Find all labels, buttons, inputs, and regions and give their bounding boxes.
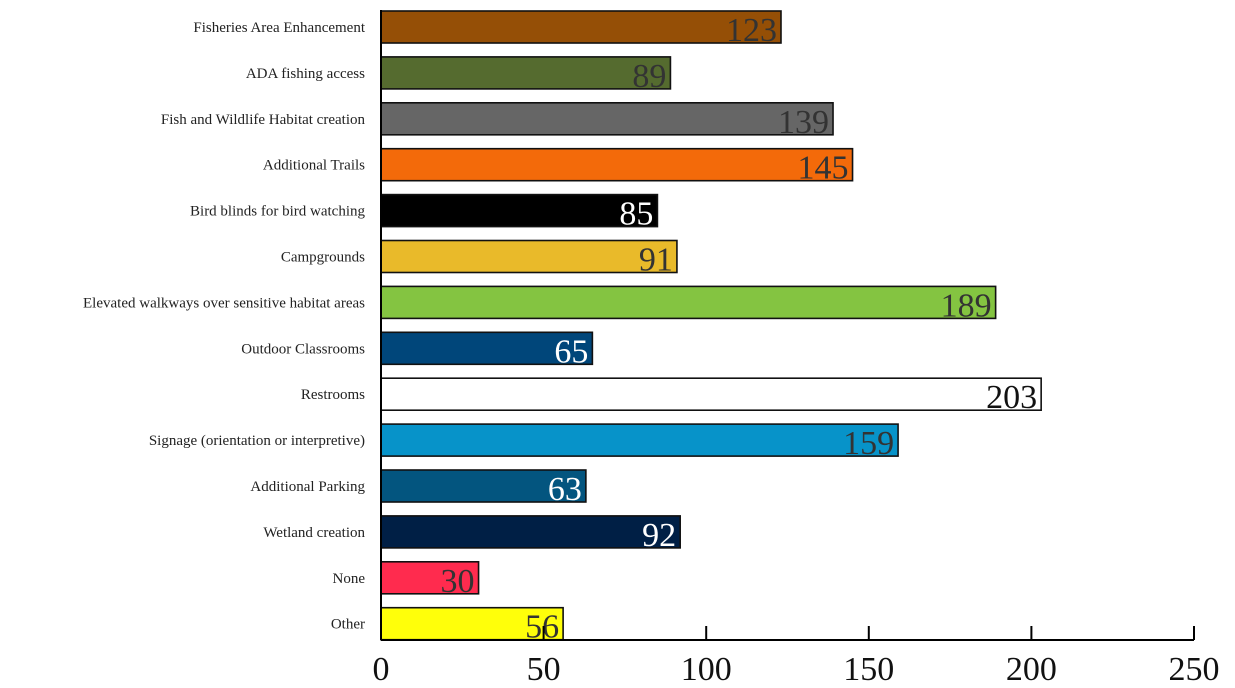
bar-campgrounds [380,239,678,274]
category-label-outdoor-classrooms: Outdoor Classrooms [241,341,365,357]
x-tick-label-200: 200 [1006,651,1057,688]
data-label-wetland-creation: 92 [642,517,676,554]
data-label-additional-parking: 63 [548,471,582,508]
category-labels: Fisheries Area Enhancement ADA fishing ac… [83,20,366,633]
category-label-fish-and-wildlife-habitat-creation: Fish and Wildlife Habitat creation [161,112,366,128]
data-label-signage-orientation-or-interpretive: 159 [843,425,894,462]
category-label-elevated-walkways-over-sensitive-habitat-areas: Elevated walkways over sensitive habitat… [83,295,365,311]
category-label-additional-parking: Additional Parking [250,479,365,495]
x-tick-label-50: 50 [527,651,561,688]
bar-restrooms [380,377,1042,412]
data-label-outdoor-classrooms: 65 [554,333,588,370]
x-tick-label-0: 0 [373,651,390,688]
bar-bird-blinds-for-bird-watching [380,193,659,228]
x-axis: 0 50 100 150 200 250 [373,626,1220,688]
bar-signage-orientation-or-interpretive [380,423,899,457]
category-label-other: Other [331,617,365,633]
category-label-signage-orientation-or-interpretive: Signage (orientation or interpretive) [149,433,365,449]
data-label-additional-trails: 145 [798,150,849,187]
bar-additional-trails [380,147,854,182]
category-label-ada-fishing-access: ADA fishing access [246,66,365,82]
x-tick-label-250: 250 [1169,651,1220,688]
x-tick-label-150: 150 [843,651,894,688]
bar-none [380,560,480,595]
x-tick-label-100: 100 [681,651,732,688]
data-label-fish-and-wildlife-habitat-creation: 139 [778,104,829,141]
data-label-fisheries-area-enhancement: 123 [726,12,777,49]
category-label-restrooms: Restrooms [301,387,365,403]
data-label-elevated-walkways-over-sensitive-habitat-areas: 189 [941,287,992,324]
category-label-additional-trails: Additional Trails [263,158,365,174]
bar-fisheries-area-enhancement [380,10,782,44]
bar-wetland-creation [380,515,681,549]
category-label-wetland-creation: Wetland creation [263,525,365,541]
bar-elevated-walkways-over-sensitive-habitat-areas [380,285,997,320]
category-label-bird-blinds-for-bird-watching: Bird blinds for bird watching [190,204,365,220]
category-label-none: None [333,571,366,587]
category-label-campgrounds: Campgrounds [281,250,365,266]
data-label-none: 30 [441,563,475,600]
data-label-ada-fishing-access: 89 [632,58,666,95]
data-label-restrooms: 203 [986,379,1037,416]
data-label-campgrounds: 91 [639,242,673,279]
bar-ada-fishing-access [380,56,672,90]
category-label-fisheries-area-enhancement: Fisheries Area Enhancement [193,20,365,36]
bar-fish-and-wildlife-habitat-creation [380,102,834,136]
bar-additional-parking [380,469,587,503]
bar-other [380,606,564,641]
data-label-bird-blinds-for-bird-watching: 85 [619,196,653,233]
